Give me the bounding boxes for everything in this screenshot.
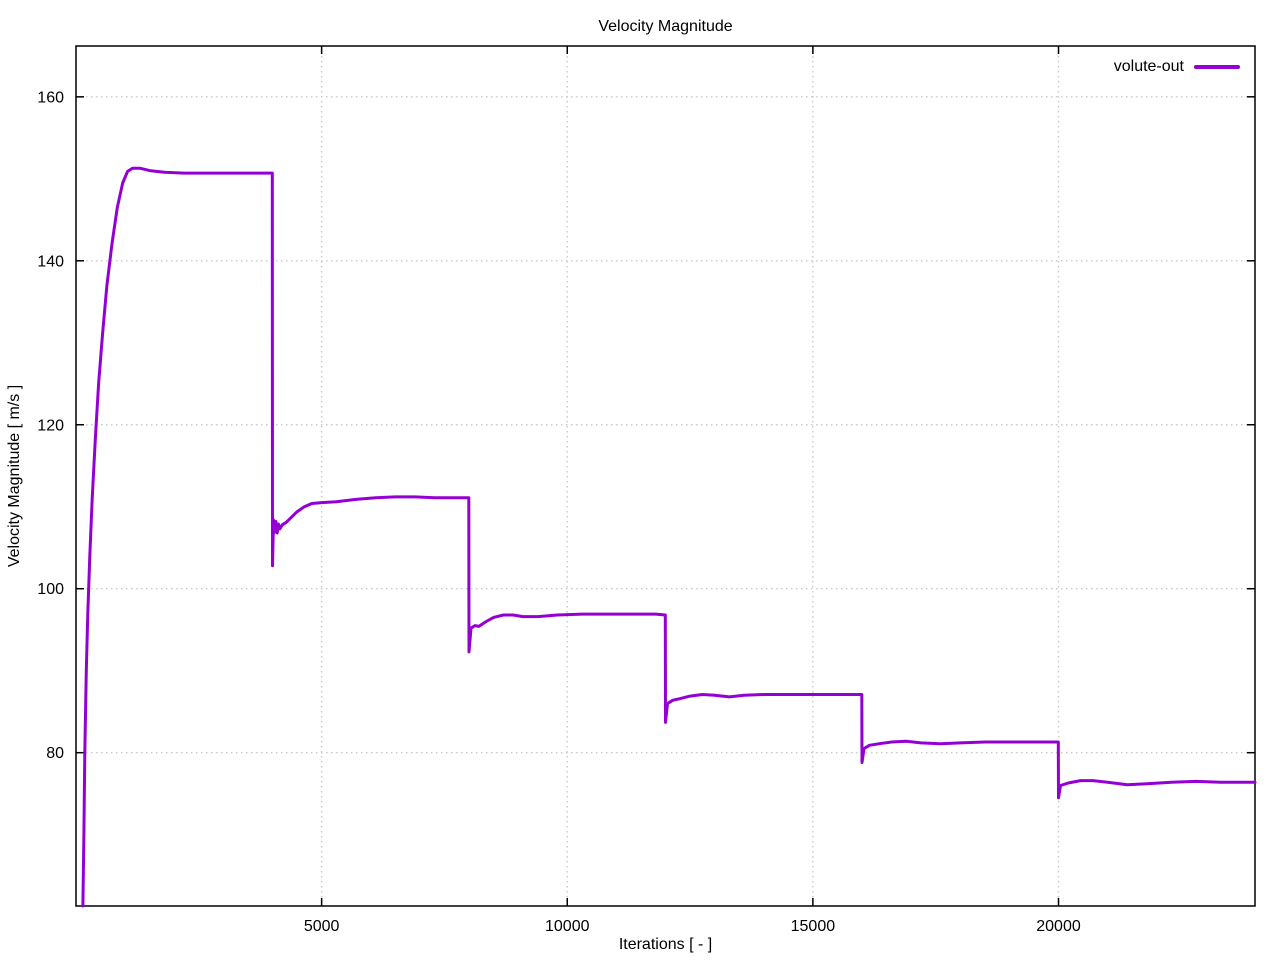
y-tick-label: 80 [46,745,64,762]
x-axis-label: Iterations [ - ] [618,936,713,953]
y-tick-label: 100 [37,581,64,598]
x-tick-label: 5000 [304,918,340,935]
x-tick-label: 20000 [1036,918,1081,935]
legend-line-sample [1194,65,1240,69]
series-line [81,166,1257,908]
chart-title: Velocity Magnitude [598,18,733,35]
y-tick-label: 120 [37,417,64,434]
y-tick-label: 160 [37,89,64,106]
y-tick-label: 140 [37,253,64,270]
x-tick-label: 15000 [791,918,836,935]
legend-label: volute-out [1113,58,1184,75]
plot-border [75,45,1256,907]
legend: volute-out [1114,58,1240,76]
y-axis-label: Velocity Magnitude [ m/s ] [6,384,23,568]
x-tick-label: 10000 [545,918,590,935]
